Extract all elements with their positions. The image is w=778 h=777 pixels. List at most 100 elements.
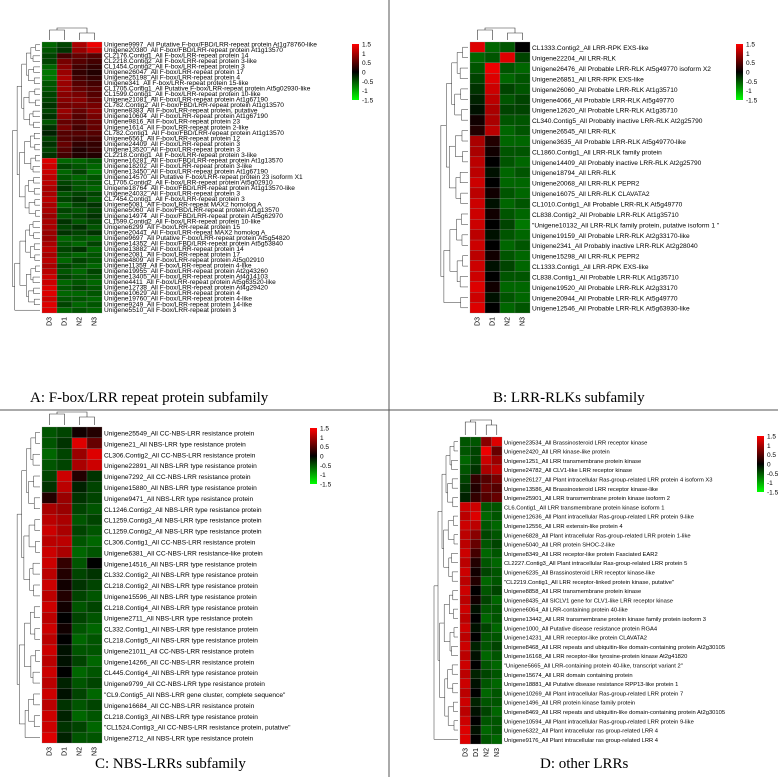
heatmap-cell bbox=[86, 426, 103, 439]
row-label: CL1705.Contig1_All Putative F-box/LRR-re… bbox=[104, 86, 311, 93]
row-label: CL445.Contig4_All NBS-LRR type resistanc… bbox=[104, 670, 258, 677]
heatmap-cell bbox=[41, 524, 58, 537]
heatmap-cell bbox=[470, 678, 482, 689]
heatmap-cell bbox=[71, 213, 88, 220]
heatmap-cell bbox=[71, 481, 88, 493]
heatmap-cell bbox=[56, 612, 73, 624]
heatmap-cell bbox=[491, 567, 503, 577]
color-scale-tick: -1 bbox=[320, 472, 326, 479]
row-label: Unigene12636_All Plant intracellular Ras… bbox=[504, 515, 694, 521]
column-label: D1 bbox=[490, 317, 497, 326]
heatmap-cell bbox=[86, 213, 103, 220]
row-label: Unigene13405_All F-box/LRR-repeat protei… bbox=[104, 274, 268, 281]
heatmap-cell bbox=[470, 706, 482, 717]
row-label: Unigene14974_All F-box/FBD/LRR-repeat pr… bbox=[104, 213, 283, 220]
heatmap-cell bbox=[491, 622, 503, 633]
column-label: N3 bbox=[92, 747, 99, 756]
heatmap-cell bbox=[86, 623, 103, 635]
heatmap-cell bbox=[86, 633, 103, 646]
heatmap-cell bbox=[484, 198, 501, 209]
heatmap-cell bbox=[56, 677, 73, 689]
heatmap-cell bbox=[86, 290, 103, 297]
heatmap-cell bbox=[469, 239, 486, 251]
heatmap-cell bbox=[514, 73, 531, 84]
heatmap-cell bbox=[86, 699, 103, 711]
heatmap-cell bbox=[484, 104, 501, 116]
heatmap-cell bbox=[71, 710, 88, 722]
row-label: Unigene19520_All Probable LRR-RLK At2g33… bbox=[532, 285, 678, 292]
heatmap-cell bbox=[459, 529, 471, 540]
row-label: "CL2219.Contig1_All LRR receptor-linked … bbox=[504, 580, 674, 586]
heatmap-cell bbox=[480, 669, 492, 680]
heatmap-cell bbox=[469, 302, 486, 314]
row-label: Unigene3635_All Probable LRR-RLK At5g497… bbox=[532, 139, 686, 146]
heatmap-cell bbox=[86, 102, 103, 109]
heatmap-cell bbox=[459, 595, 471, 605]
heatmap-cell bbox=[480, 641, 492, 652]
row-label: Unigene21_All NBS-LRR type resistance pr… bbox=[104, 441, 246, 448]
heatmap-cell bbox=[56, 69, 73, 76]
heatmap-cell bbox=[480, 678, 492, 689]
heatmap-cell bbox=[71, 69, 88, 76]
heatmap-cell bbox=[71, 169, 88, 175]
heatmap-cell bbox=[86, 52, 103, 59]
heatmap-cell bbox=[514, 125, 531, 136]
row-label: Unigene11359_All F-box/LRR-repeat protei… bbox=[104, 263, 252, 270]
heatmap-cell bbox=[491, 725, 503, 735]
row-label: Unigene8469_All LRR repeats and ubiquiti… bbox=[504, 710, 725, 716]
row-label: Unigene8435_All SICLV1 gene for CLV1-lik… bbox=[504, 598, 673, 604]
heatmap-cell bbox=[459, 483, 471, 493]
heatmap-cell bbox=[41, 481, 58, 493]
row-label: Unigene14231_All LRR receptor-like prote… bbox=[504, 636, 647, 642]
heatmap-cell bbox=[41, 229, 58, 236]
heatmap-cell bbox=[491, 464, 503, 475]
heatmap-cell bbox=[480, 474, 492, 484]
row-label: Unigene15298_All LRR-RLK PEPR2 bbox=[532, 254, 640, 261]
heatmap-cell bbox=[459, 678, 471, 689]
row-label: Unigene25198_All F-box/LRR-repeat protei… bbox=[104, 75, 240, 82]
heatmap-cell bbox=[469, 104, 486, 116]
heatmap-cell bbox=[56, 152, 73, 159]
heatmap-cell bbox=[71, 47, 88, 54]
row-label: Unigene20441_All F-box/LRR-repeat MAX2 h… bbox=[104, 229, 266, 236]
heatmap-cell bbox=[86, 459, 103, 471]
heatmap-cell bbox=[86, 481, 103, 493]
heatmap-cell bbox=[470, 660, 482, 670]
heatmap-cell bbox=[71, 58, 88, 65]
heatmap-cell bbox=[491, 455, 503, 466]
heatmap-cell bbox=[484, 135, 501, 147]
heatmap-cell bbox=[56, 163, 73, 170]
row-label: CL332.Contig1_All NBS-LRR type resistanc… bbox=[104, 627, 258, 634]
heatmap-cell bbox=[514, 198, 531, 209]
heatmap-cell bbox=[470, 557, 482, 568]
row-label: Unigene10629_All F-box/LRR-repeat protei… bbox=[104, 290, 240, 297]
heatmap-cell bbox=[56, 169, 73, 175]
row-label: Unigene26127_All Plant intracellular Ras… bbox=[504, 477, 712, 483]
heatmap-cell bbox=[86, 492, 103, 504]
panel-d-other-lrrs: Unigene23534_All Brassinosteroid LRR rec… bbox=[433, 419, 778, 757]
heatmap-cell bbox=[41, 52, 58, 59]
heatmap-cell bbox=[41, 235, 58, 242]
heatmap-cell bbox=[86, 185, 103, 192]
heatmap-cell bbox=[71, 492, 88, 504]
heatmap-cell bbox=[41, 307, 58, 314]
row-label: Unigene9816_All F-box/LRR-repeat protein… bbox=[104, 119, 240, 126]
heatmap-cell bbox=[484, 83, 501, 95]
heatmap-cell bbox=[491, 539, 503, 549]
heatmap-cell bbox=[56, 91, 73, 98]
column-label: D3 bbox=[475, 317, 482, 326]
heatmap-cell bbox=[514, 156, 531, 168]
row-label: CL1259.Contig3_All NBS-LRR type resistan… bbox=[104, 518, 262, 525]
heatmap-cell bbox=[56, 229, 73, 236]
heatmap-cell bbox=[469, 281, 486, 293]
row-label: Unigene13442_All LRR transmembrane prote… bbox=[504, 617, 706, 623]
heatmap-cell bbox=[491, 715, 503, 726]
row-label: Unigene7292_All CC-NBS-LRR resistance pr… bbox=[104, 474, 251, 481]
row-dendrogram bbox=[440, 46, 468, 309]
heatmap-cell bbox=[56, 240, 73, 247]
heatmap-cell bbox=[499, 239, 516, 251]
row-label: CL1246.Contig2_All NBS-LRR type resistan… bbox=[104, 507, 262, 514]
heatmap-cell bbox=[484, 271, 501, 282]
column-label: D1 bbox=[62, 317, 69, 326]
heatmap-cell bbox=[71, 274, 88, 280]
